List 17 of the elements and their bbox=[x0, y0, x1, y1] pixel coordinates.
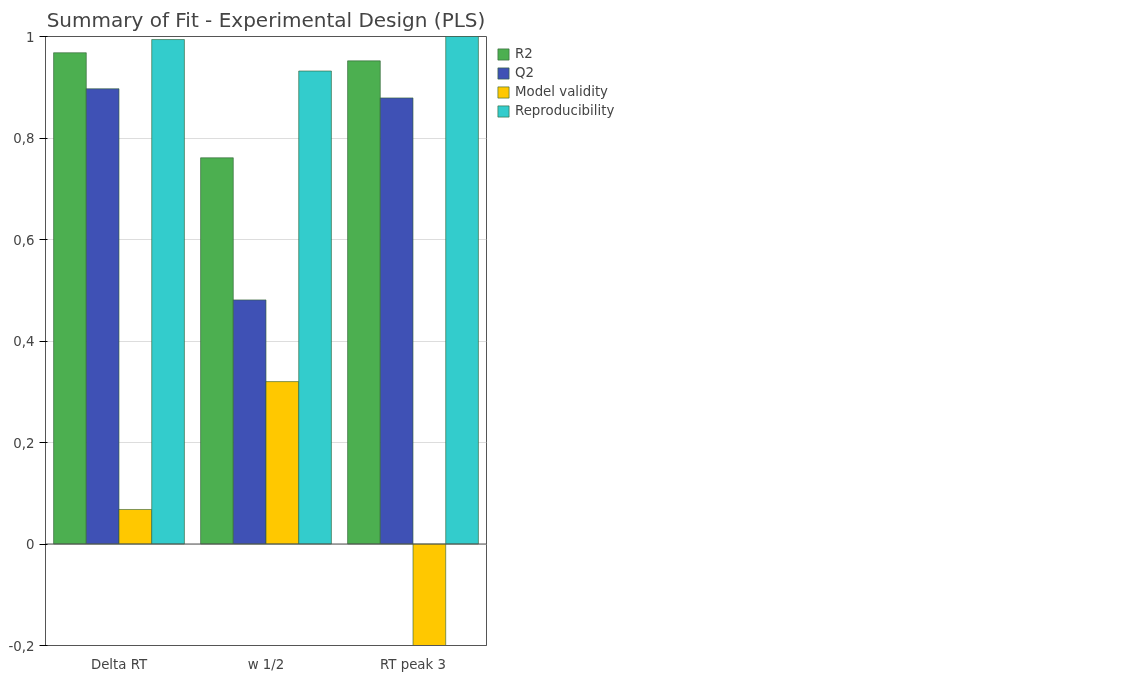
bar bbox=[412, 543, 447, 646]
y-tick-label: 1 bbox=[26, 29, 35, 45]
x-tick-label: w 1/2 bbox=[247, 656, 285, 672]
y-tick-label: 0,8 bbox=[13, 131, 35, 146]
y-tick-label: 0,4 bbox=[13, 334, 35, 349]
x-tick-label: Delta RT bbox=[90, 656, 148, 672]
legend-label: Reproducibility bbox=[515, 103, 615, 118]
legend-label: Q2 bbox=[515, 65, 535, 80]
y-tick-label: -0,2 bbox=[8, 638, 35, 654]
bar bbox=[445, 36, 479, 545]
y-tick-label: 0,2 bbox=[13, 435, 35, 451]
chart-title: Summary of Fit - Experimental Design (PLS) bbox=[46, 7, 486, 32]
legend-label: Model validity bbox=[515, 84, 608, 99]
y-tick-label: 0 bbox=[26, 537, 35, 552]
legend-label: R2 bbox=[515, 46, 534, 61]
x-tick-label: RT peak 3 bbox=[380, 656, 446, 672]
y-tick-label: 0,6 bbox=[13, 232, 35, 248]
